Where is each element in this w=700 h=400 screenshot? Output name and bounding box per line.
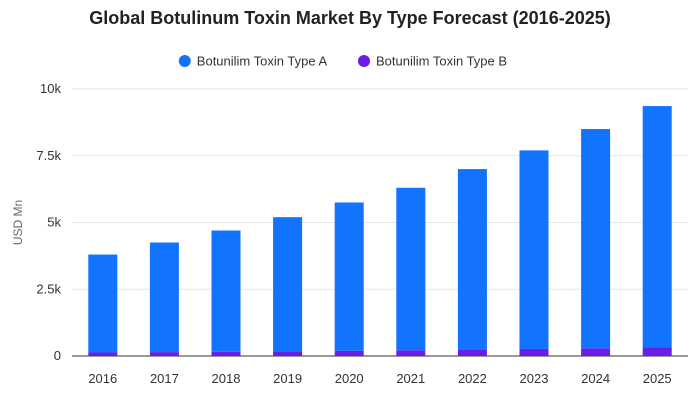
bar-series-1-2016[interactable] — [88, 254, 118, 353]
x-tick-label: 2025 — [643, 371, 672, 386]
legend-marker[interactable] — [358, 55, 370, 67]
y-tick-label: 2.5k — [36, 281, 61, 296]
bar-series-1-2018[interactable] — [211, 230, 241, 352]
bar-series-0-2016[interactable] — [88, 352, 118, 356]
legend-layer: Botunilim Toxin Type A Botunilim Toxin Ty… — [178, 54, 507, 69]
bar-series-1-2021[interactable] — [396, 187, 426, 351]
legend-label[interactable]: Botunilim Toxin Type B — [376, 54, 507, 69]
bar-series-1-2017[interactable] — [149, 242, 179, 353]
bar-series-0-2018[interactable] — [211, 351, 241, 356]
y-axis-title: USD Mn — [11, 200, 25, 245]
bar-series-0-2021[interactable] — [396, 350, 426, 356]
legend-marker[interactable] — [178, 55, 191, 67]
y-tick-label: 10k — [40, 81, 61, 96]
bar-series-0-2024[interactable] — [581, 348, 611, 356]
y-tick-label: 7.5k — [36, 148, 61, 163]
legend-label[interactable]: Botunilim Toxin Type A — [197, 54, 328, 69]
x-tick-label: 2020 — [335, 371, 364, 386]
x-tick-label: 2021 — [396, 371, 425, 386]
bar-series-0-2022[interactable] — [457, 349, 487, 356]
x-tick-label: 2024 — [581, 371, 610, 386]
bar-series-0-2017[interactable] — [149, 352, 179, 356]
bar-series-0-2023[interactable] — [519, 348, 549, 356]
bar-series-1-2025[interactable] — [642, 106, 672, 348]
x-tick-label: 2022 — [458, 371, 487, 386]
bar-series-1-2024[interactable] — [581, 129, 611, 349]
bar-series-0-2025[interactable] — [642, 347, 672, 356]
bars-layer — [88, 106, 672, 356]
x-tick-label: 2016 — [88, 371, 117, 386]
y-tick-label: 0 — [54, 348, 61, 363]
x-tick-label: 2019 — [273, 371, 302, 386]
y-tick-label: 5k — [47, 215, 61, 230]
x-tick-label: 2018 — [212, 371, 241, 386]
axis-layer: 0 2.5k 5k 7.5k 10k USD Mn 2016 2017 2018 2019 2020… — [11, 81, 672, 386]
bar-series-0-2019[interactable] — [273, 351, 303, 356]
x-tick-label: 2023 — [520, 371, 549, 386]
bar-series-1-2023[interactable] — [519, 150, 549, 349]
bar-series-1-2020[interactable] — [334, 202, 364, 351]
bar-series-1-2019[interactable] — [273, 217, 303, 352]
chart-title: Global Botulinum Toxin Market By Type Fo… — [89, 8, 611, 28]
bar-series-0-2020[interactable] — [334, 350, 364, 356]
bar-series-1-2022[interactable] — [457, 169, 487, 350]
x-tick-label: 2017 — [150, 371, 179, 386]
